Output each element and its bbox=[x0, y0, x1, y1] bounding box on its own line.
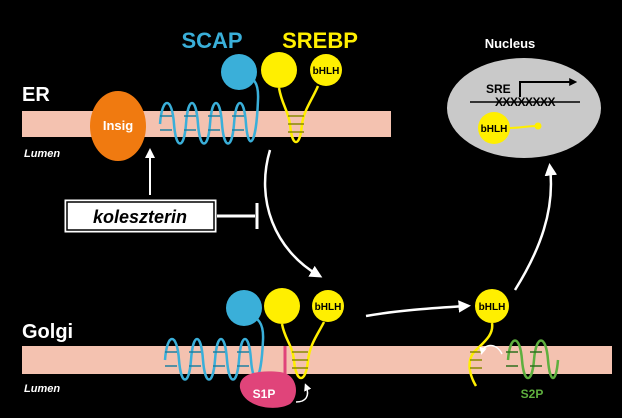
to-nucleus-arrow bbox=[513, 163, 558, 291]
srebp-head-golgi bbox=[264, 288, 300, 324]
nucleus-bhlh-tail bbox=[509, 125, 537, 129]
cholesterol-box-inner bbox=[66, 201, 215, 231]
golgi-lumen-label: Lumen bbox=[24, 383, 60, 395]
er-membrane bbox=[22, 111, 391, 137]
bhlh-er-label: bHLH bbox=[313, 66, 340, 77]
srebp-bhlh-er bbox=[310, 54, 342, 86]
s1p-label: S1P bbox=[253, 387, 276, 401]
scap-label: SCAP bbox=[181, 28, 242, 53]
srebp-label: SREBP bbox=[282, 28, 358, 53]
nucleus-bhlh-tail-end bbox=[534, 122, 542, 130]
scap-transmembrane-er bbox=[158, 73, 260, 145]
s2p-label: S2P bbox=[521, 387, 544, 401]
golgi-label: Golgi bbox=[22, 321, 73, 343]
er-to-golgi-arrow bbox=[263, 149, 323, 278]
cholesterol-inhibition-bar bbox=[217, 203, 259, 229]
srebp-transmembrane-golgi bbox=[280, 321, 326, 380]
sre-label: SRE bbox=[486, 82, 511, 96]
scap-head-golgi bbox=[226, 290, 262, 326]
bhlh-cleaved-label: bHLH bbox=[479, 302, 506, 313]
golgi-membrane bbox=[22, 346, 612, 374]
s1p-protein bbox=[239, 371, 296, 408]
s1p-cleavage-arrow bbox=[295, 383, 312, 403]
er-lumen-label: Lumen bbox=[24, 148, 60, 160]
s2p-protein bbox=[506, 339, 560, 380]
cholesterol-label: koleszterin bbox=[93, 207, 187, 227]
srebp-head-er bbox=[261, 52, 297, 88]
srebp-bhlh-golgi bbox=[312, 290, 344, 322]
golgi-to-cleaved-arrow bbox=[365, 300, 471, 318]
insig-label: Insig bbox=[103, 118, 133, 133]
er-label: ER bbox=[22, 84, 50, 106]
nucleus-label: Nucleus bbox=[485, 36, 536, 51]
bhlh-nucleus-label: bHLH bbox=[481, 124, 508, 135]
scap-head-er bbox=[221, 54, 257, 90]
cleaved-bhlh bbox=[475, 289, 509, 323]
s2p-cleavage-arrow bbox=[479, 344, 503, 355]
insig-protein bbox=[90, 91, 146, 161]
sre-sequence: XXXXXXXX bbox=[495, 95, 556, 109]
nucleus-bhlh bbox=[478, 112, 510, 144]
srebp-transmembrane-er bbox=[277, 85, 320, 144]
transcription-start-arrow bbox=[519, 78, 578, 97]
bhlh-golgi-label: bHLH bbox=[315, 302, 342, 313]
